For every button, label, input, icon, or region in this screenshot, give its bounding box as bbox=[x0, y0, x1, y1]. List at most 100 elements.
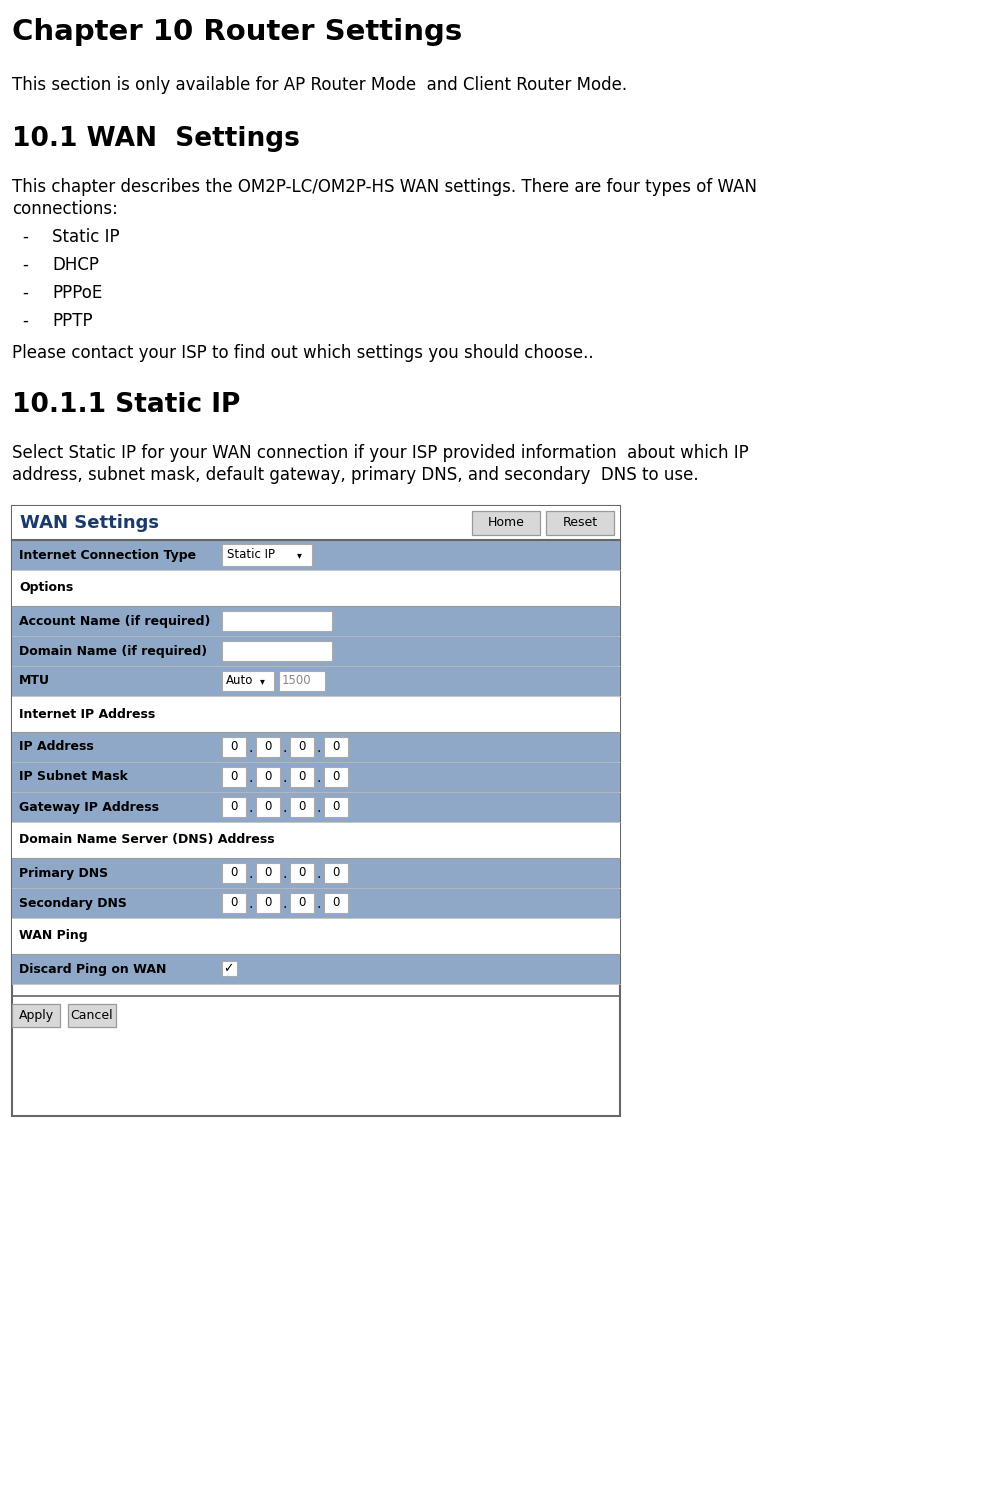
Bar bbox=[222, 640, 332, 661]
Bar bbox=[255, 767, 279, 788]
Text: PPPoE: PPPoE bbox=[52, 284, 102, 302]
Text: 0: 0 bbox=[230, 740, 238, 753]
Bar bbox=[12, 507, 619, 539]
Text: .: . bbox=[281, 898, 286, 911]
Text: Primary DNS: Primary DNS bbox=[19, 866, 108, 880]
Bar bbox=[324, 893, 348, 912]
Bar bbox=[12, 889, 619, 918]
Bar bbox=[324, 863, 348, 883]
Bar bbox=[222, 796, 246, 817]
Text: Gateway IP Address: Gateway IP Address bbox=[19, 801, 159, 813]
Bar bbox=[289, 737, 314, 756]
Text: Account Name (if required): Account Name (if required) bbox=[19, 615, 210, 627]
Bar bbox=[324, 767, 348, 788]
Text: 0: 0 bbox=[264, 866, 271, 880]
Text: 0: 0 bbox=[264, 771, 271, 783]
Bar bbox=[289, 863, 314, 883]
Text: .: . bbox=[248, 742, 252, 755]
Bar bbox=[289, 767, 314, 788]
Text: This chapter describes the OM2P-LC/OM2P-HS WAN settings. There are four types of: This chapter describes the OM2P-LC/OM2P-… bbox=[12, 178, 756, 196]
Text: 10.1 WAN  Settings: 10.1 WAN Settings bbox=[12, 126, 299, 152]
Bar bbox=[255, 863, 279, 883]
Text: Static IP: Static IP bbox=[52, 227, 119, 247]
Bar bbox=[12, 636, 619, 666]
Text: Discard Ping on WAN: Discard Ping on WAN bbox=[19, 963, 166, 975]
Bar bbox=[222, 893, 246, 912]
Text: 0: 0 bbox=[332, 771, 339, 783]
Bar bbox=[12, 822, 619, 857]
Text: 0: 0 bbox=[332, 740, 339, 753]
Bar bbox=[222, 737, 246, 756]
Text: .: . bbox=[281, 866, 286, 881]
Text: .: . bbox=[281, 771, 286, 785]
Bar bbox=[12, 857, 619, 889]
Text: Reset: Reset bbox=[562, 517, 597, 529]
Text: -: - bbox=[22, 284, 28, 302]
Bar bbox=[12, 762, 619, 792]
Bar bbox=[324, 796, 348, 817]
Bar bbox=[12, 606, 619, 636]
Bar bbox=[12, 954, 619, 984]
Text: 0: 0 bbox=[298, 771, 305, 783]
Text: Internet IP Address: Internet IP Address bbox=[19, 707, 155, 721]
Text: 0: 0 bbox=[298, 896, 305, 909]
Bar bbox=[12, 666, 619, 695]
Bar bbox=[222, 544, 312, 566]
Text: Options: Options bbox=[19, 581, 74, 594]
Text: DHCP: DHCP bbox=[52, 256, 98, 273]
Text: 0: 0 bbox=[230, 896, 238, 909]
Text: ▾: ▾ bbox=[296, 550, 301, 560]
Bar bbox=[471, 511, 540, 535]
Text: Select Static IP for your WAN connection if your ISP provided information  about: Select Static IP for your WAN connection… bbox=[12, 444, 748, 462]
Bar bbox=[289, 893, 314, 912]
Text: Domain Name (if required): Domain Name (if required) bbox=[19, 645, 207, 657]
Bar bbox=[546, 511, 613, 535]
Text: MTU: MTU bbox=[19, 675, 50, 688]
Bar bbox=[222, 767, 246, 788]
Text: ✓: ✓ bbox=[223, 963, 234, 975]
Text: WAN Settings: WAN Settings bbox=[20, 514, 159, 532]
Bar bbox=[289, 796, 314, 817]
Bar bbox=[68, 1005, 116, 1027]
Text: .: . bbox=[281, 801, 286, 814]
Text: This section is only available for AP Router Mode  and Client Router Mode.: This section is only available for AP Ro… bbox=[12, 76, 626, 94]
Text: Internet Connection Type: Internet Connection Type bbox=[19, 548, 196, 562]
Text: address, subnet mask, default gateway, primary DNS, and secondary  DNS to use.: address, subnet mask, default gateway, p… bbox=[12, 467, 698, 484]
Text: Secondary DNS: Secondary DNS bbox=[19, 896, 127, 909]
Text: Domain Name Server (DNS) Address: Domain Name Server (DNS) Address bbox=[19, 834, 274, 847]
Text: Chapter 10 Router Settings: Chapter 10 Router Settings bbox=[12, 18, 462, 46]
Text: IP Subnet Mask: IP Subnet Mask bbox=[19, 771, 128, 783]
Text: -: - bbox=[22, 312, 28, 330]
Text: 0: 0 bbox=[230, 771, 238, 783]
Bar bbox=[12, 571, 619, 606]
Bar bbox=[222, 611, 332, 632]
Text: Static IP: Static IP bbox=[227, 548, 274, 562]
Text: 0: 0 bbox=[230, 866, 238, 880]
Text: connections:: connections: bbox=[12, 201, 117, 218]
Text: Cancel: Cancel bbox=[71, 1009, 113, 1022]
Text: .: . bbox=[248, 801, 252, 814]
Text: 0: 0 bbox=[332, 866, 339, 880]
Text: 0: 0 bbox=[230, 801, 238, 813]
Text: -: - bbox=[22, 227, 28, 247]
Text: .: . bbox=[316, 742, 320, 755]
Text: Auto: Auto bbox=[226, 675, 253, 688]
Bar bbox=[12, 1005, 60, 1027]
Bar bbox=[222, 672, 273, 691]
Text: .: . bbox=[316, 866, 320, 881]
Text: PPTP: PPTP bbox=[52, 312, 92, 330]
Text: 1500: 1500 bbox=[281, 675, 311, 688]
Text: 0: 0 bbox=[332, 896, 339, 909]
Text: .: . bbox=[248, 771, 252, 785]
Text: 0: 0 bbox=[298, 740, 305, 753]
Bar bbox=[222, 863, 246, 883]
Text: ▾: ▾ bbox=[259, 676, 264, 687]
Text: Home: Home bbox=[487, 517, 524, 529]
Text: .: . bbox=[316, 898, 320, 911]
Bar bbox=[278, 672, 325, 691]
Text: IP Address: IP Address bbox=[19, 740, 93, 753]
Text: .: . bbox=[248, 866, 252, 881]
Bar bbox=[12, 733, 619, 762]
Text: Apply: Apply bbox=[19, 1009, 54, 1022]
Text: .: . bbox=[316, 801, 320, 814]
